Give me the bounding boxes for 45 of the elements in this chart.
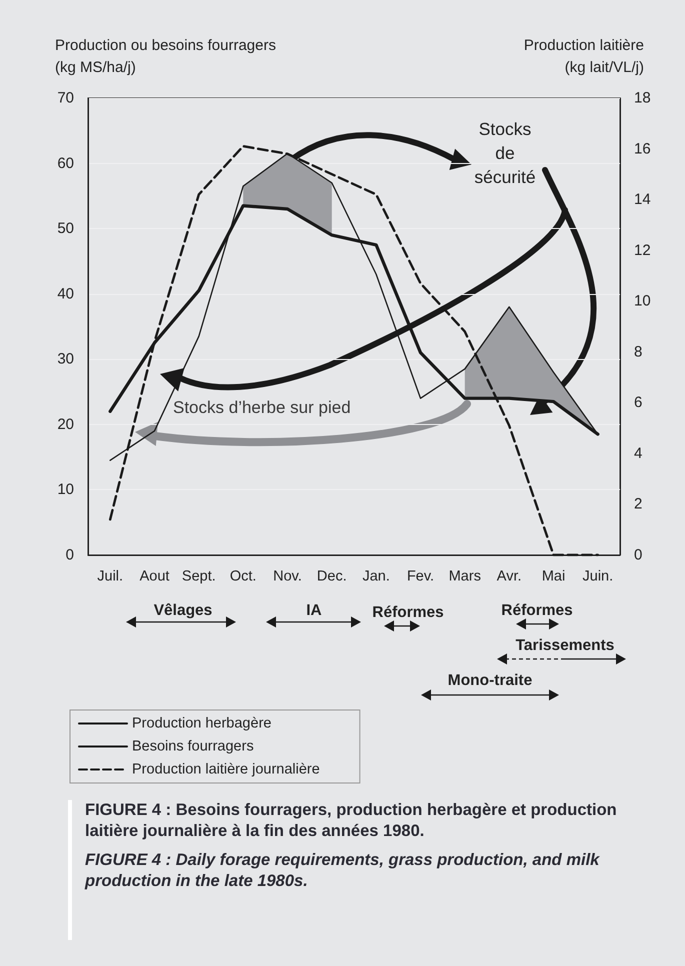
text: Tarissements xyxy=(516,637,614,655)
y2-tick-label: 8 xyxy=(634,343,642,360)
x-tick-label: Dec. xyxy=(316,568,347,584)
x-tick-label: Nov. xyxy=(273,568,302,584)
y2-tick-label: 18 xyxy=(634,90,651,106)
y2-tick-label: 10 xyxy=(634,292,651,310)
y2-tick-label: 6 xyxy=(634,394,642,412)
x-tick-label: Jan. xyxy=(362,568,390,584)
y-tick-label: 30 xyxy=(57,350,74,368)
x-tick-label: Mai xyxy=(542,568,566,584)
y2-tick-label: 4 xyxy=(634,444,642,462)
x-tick-label: Fev. xyxy=(406,568,434,584)
x-tick-label: Sept. xyxy=(182,568,216,584)
annotation: Stocks de sécurité xyxy=(473,118,537,189)
x-tick-label: Aout xyxy=(140,568,170,584)
text: Réformes xyxy=(501,602,573,620)
y2-tick-label: 12 xyxy=(634,242,651,259)
y-axis-title: Production ou besoins fourragers (kg MS/ha/j) xyxy=(55,37,276,76)
x-tick-label: Oct. xyxy=(230,568,256,584)
text: Réformes xyxy=(372,604,444,622)
y-tick-label: 10 xyxy=(57,481,74,498)
y-tick-label: 20 xyxy=(57,416,74,433)
y2-axis-title: Production laitière (kg lait/VL/j) xyxy=(524,37,644,76)
text: FIGURE 4 : Besoins fourragers, production herbagère et production laitière journalière à la fin des années 1980. xyxy=(85,800,618,842)
legend-label: Besoins fourragers xyxy=(132,738,254,754)
legend-label: Production laitière journalière xyxy=(132,762,320,778)
x-tick-label: Avr. xyxy=(496,568,522,584)
y-tick-label: 50 xyxy=(57,220,74,238)
text: FIGURE 4 : Daily forage requirements, grass production, and milk production in the late 1980s. xyxy=(85,850,601,892)
y-tick-label: 60 xyxy=(57,154,74,172)
y-tick-label: 70 xyxy=(57,90,74,106)
text: Mono-traite xyxy=(448,672,532,690)
y2-tick-label: 14 xyxy=(634,191,651,208)
x-tick-label: Juin. xyxy=(582,568,614,584)
y2-tick-label: 16 xyxy=(634,140,651,158)
x-tick-label: Juil. xyxy=(97,568,124,584)
y2-tick-label: 2 xyxy=(634,496,642,513)
annotation: Stocks d’herbe sur pied xyxy=(173,398,351,418)
y-tick-label: 40 xyxy=(57,285,74,302)
y-tick-label: 0 xyxy=(66,546,74,564)
legend-label: Production herbagère xyxy=(132,716,272,732)
y2-tick-label: 0 xyxy=(634,546,642,564)
x-tick-label: Mars xyxy=(448,568,481,584)
text: IA xyxy=(306,602,322,620)
text: Vêlages xyxy=(154,602,212,620)
